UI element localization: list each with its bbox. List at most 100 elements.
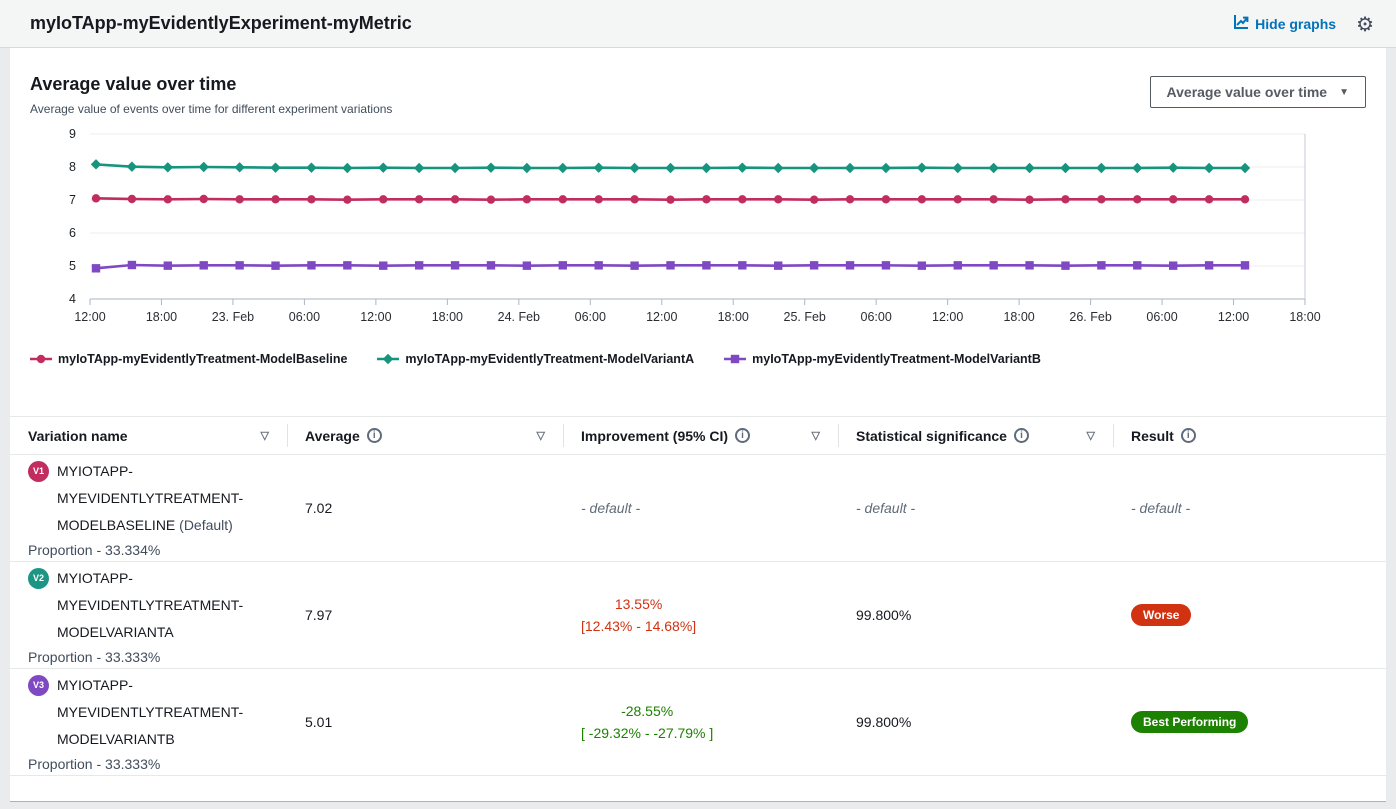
svg-text:12:00: 12:00 [1218,310,1249,324]
svg-text:18:00: 18:00 [146,310,177,324]
significance-cell: - default - [838,454,1113,562]
legend-label: myIoTApp-myEvidentlyTreatment-ModelVaria… [752,352,1041,366]
svg-text:06:00: 06:00 [1146,310,1177,324]
page-title: myIoTApp-myEvidentlyExperiment-myMetric [30,13,412,33]
page-header: myIoTApp-myEvidentlyExperiment-myMetric … [0,0,1396,48]
line-chart-icon [1233,14,1249,33]
column-header[interactable]: Variation name ▽ [10,416,287,455]
average-cell: 7.97 [287,561,563,669]
significance-default: - default - [856,500,916,516]
legend-marker-icon [377,353,400,365]
improvement-cell: -28.55%[ -29.32% - -27.79% ] [563,668,838,776]
svg-text:25. Feb: 25. Feb [784,310,826,324]
variation-badge: V3 [28,675,49,696]
chart-title-block: Average value over time Average value of… [30,74,392,116]
sort-icon[interactable]: ▽ [1086,430,1095,442]
legend-item[interactable]: myIoTApp-myEvidentlyTreatment-ModelVaria… [377,352,694,366]
improvement-value: -28.55%[ -29.32% - -27.79% ] [581,703,714,741]
legend-marker-icon [724,354,747,364]
improvement-cell: 13.55% [12.43% - 14.68%] [563,561,838,669]
svg-text:12:00: 12:00 [932,310,963,324]
variation-badge: V2 [28,568,49,589]
chevron-down-icon: ▼ [1339,86,1349,98]
svg-text:24. Feb: 24. Feb [498,310,540,324]
sort-icon[interactable]: ▽ [536,430,545,442]
significance-cell: 99.800% [838,668,1113,776]
svg-text:8: 8 [69,160,76,174]
chart-subtitle: Average value of events over time for di… [30,102,393,116]
legend-item[interactable]: myIoTApp-myEvidentlyTreatment-ModelVaria… [724,352,1041,366]
column-header[interactable]: Statistical significance i ▽ [838,416,1113,455]
line-chart: 4 5 6 7 8 9 12:00 18:00 23. Feb 06:00 12:00 18:00 24… [69,127,1321,324]
sort-icon[interactable]: ▽ [811,430,820,442]
column-header[interactable]: Average i ▽ [287,416,563,455]
improvement-value: 13.55% [12.43% - 14.68%] [581,596,697,634]
svg-text:23. Feb: 23. Feb [212,310,254,324]
table-row: V1 MYIOTAPP- MYEVIDENTLYTREATMENT- MODELBA… [10,454,1386,562]
variation-proportion: Proportion - 33.333% [28,649,161,665]
svg-text:12:00: 12:00 [74,310,105,324]
svg-text:6: 6 [69,226,76,240]
default-tag: (Default) [179,517,233,533]
variation-badge: V1 [28,461,49,482]
info-icon[interactable]: i [366,428,382,443]
variation-name-cell: V1 MYIOTAPP- MYEVIDENTLYTREATMENT- MODELBA… [10,454,287,562]
svg-text:5: 5 [69,259,76,273]
column-label: Statistical significance [856,427,1007,444]
column-label: Variation name [28,427,128,444]
result-cell: - default - [1113,454,1386,562]
result-cell: Best Performing [1113,668,1386,776]
result-badge: Best Performing [1131,711,1249,733]
variation-name-cell: V2 MYIOTAPP- MYEVIDENTLYTREATMENT- MODELVA… [10,561,287,669]
improvement-cell: - default - [563,454,838,562]
svg-text:18:00: 18:00 [718,310,749,324]
info-icon[interactable]: i [735,428,751,443]
results-table-body: V1 MYIOTAPP- MYEVIDENTLYTREATMENT- MODELBA… [10,454,1386,776]
legend-item[interactable]: myIoTApp-myEvidentlyTreatment-ModelBasel… [30,352,347,366]
significance-cell: 99.800% [838,561,1113,669]
legend-label: myIoTApp-myEvidentlyTreatment-ModelBasel… [58,352,348,366]
variation-proportion: Proportion - 33.334% [28,542,161,558]
average-cell: 5.01 [287,668,563,776]
dropdown-value: Average value over time [1166,84,1328,100]
metric-select-dropdown[interactable]: Average value over time ▼ [1149,76,1366,108]
table-header-row: Variation name ▽ Average i ▽ Improvement (95%… [10,416,1386,455]
hide-graphs-label: Hide graphs [1255,15,1337,32]
chart-area: 4 5 6 7 8 9 12:00 18:00 23. Feb 06:00 12:00 18:00 24… [10,120,1386,340]
table-row: V3 MYIOTAPP- MYEVIDENTLYTREATMENT- MODELVA… [10,668,1386,776]
variation-name: MYIOTAPP- MYEVIDENTLYTREATMENT- MODELBASEL… [57,463,244,533]
svg-text:7: 7 [69,193,76,207]
gear-icon[interactable]: ⚙ [1356,11,1374,36]
svg-text:26. Feb: 26. Feb [1069,310,1111,324]
sort-icon[interactable]: ▽ [260,430,269,442]
svg-text:4: 4 [69,292,76,306]
variation-name-cell: V3 MYIOTAPP- MYEVIDENTLYTREATMENT- MODELVA… [10,668,287,776]
chart-title: Average value over time [30,74,237,94]
column-label: Average [305,427,360,444]
result-default: - default - [1131,500,1191,516]
hide-graphs-button[interactable]: Hide graphs [1233,14,1336,33]
svg-text:12:00: 12:00 [360,310,391,324]
average-cell: 7.02 [287,454,563,562]
variation-name: MYIOTAPP- MYEVIDENTLYTREATMENT- MODELVARIA… [57,570,244,640]
info-icon[interactable]: i [1013,428,1029,443]
variation-name: MYIOTAPP- MYEVIDENTLYTREATMENT- MODELVARIA… [57,677,244,747]
info-icon[interactable]: i [1180,428,1196,443]
svg-text:18:00: 18:00 [1289,310,1320,324]
svg-text:18:00: 18:00 [1003,310,1034,324]
svg-text:18:00: 18:00 [432,310,463,324]
chart-legend: myIoTApp-myEvidentlyTreatment-ModelBasel… [10,352,1386,366]
table-row: V2 MYIOTAPP- MYEVIDENTLYTREATMENT- MODELVA… [10,561,1386,669]
column-header: Result i [1113,416,1386,455]
results-table: Variation name ▽ Average i ▽ Improvement (95%… [10,416,1386,776]
results-table-wrap: Variation name ▽ Average i ▽ Improvement (95%… [10,416,1386,776]
column-header[interactable]: Improvement (95% CI) i ▽ [563,416,838,455]
svg-text:06:00: 06:00 [575,310,606,324]
svg-text:06:00: 06:00 [289,310,320,324]
experiment-results-card: Average value over time Average value of… [10,48,1386,802]
column-label: Result [1131,427,1174,444]
result-badge: Worse [1131,604,1192,626]
chart-header: Average value over time Average value of… [10,48,1386,116]
result-cell: Worse [1113,561,1386,669]
improvement-default: - default - [581,500,641,516]
